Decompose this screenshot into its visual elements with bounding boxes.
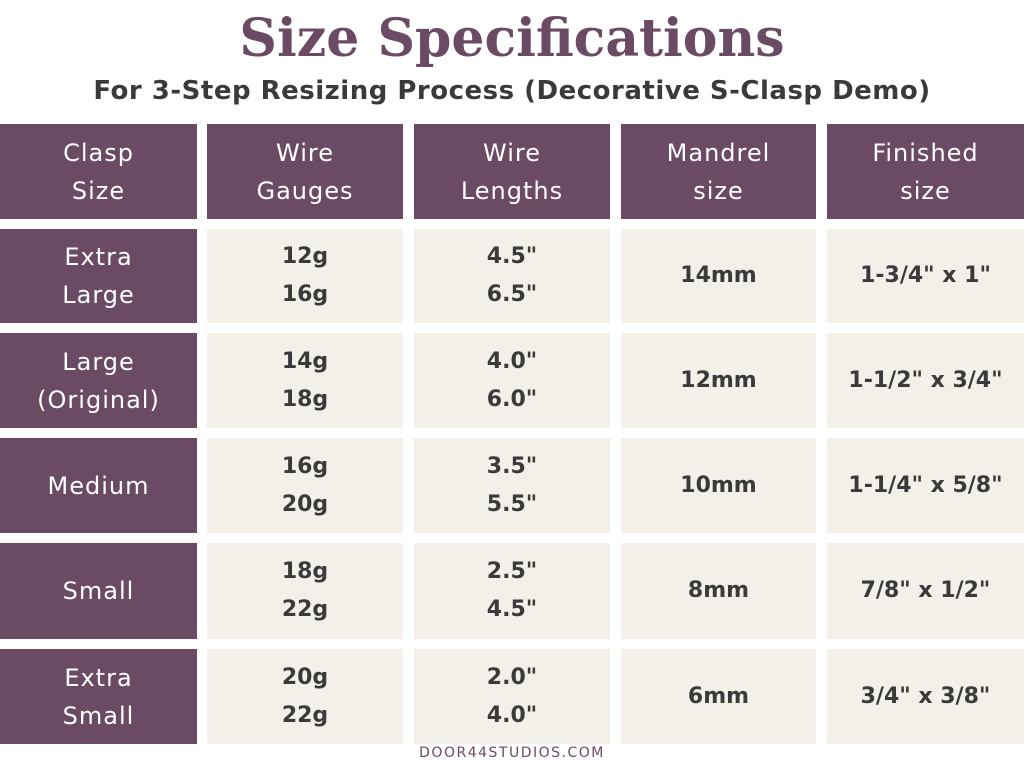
cell-line: 1-3/4" x 1" (860, 263, 991, 288)
table-cell: 20g 22g (207, 649, 403, 744)
cell-line: 14g (281, 348, 329, 374)
subtitle: For 3-Step Resizing Process (Decorative … (93, 76, 931, 106)
cell-line: 18g (281, 386, 329, 412)
cell-line: Wire (483, 138, 541, 167)
cell-line: 18g (281, 559, 329, 584)
table-cell: 8mm (621, 543, 816, 639)
cell-line: 12mm (680, 367, 757, 393)
table-cell: 2.5" 4.5" (414, 543, 610, 639)
table-cell: 14g 18g (207, 333, 403, 428)
cell-line: 4.0" (486, 348, 538, 374)
cell-line: Small (62, 577, 135, 605)
cell-line: size (693, 176, 744, 205)
row-header: Large (Original) (0, 333, 197, 428)
table-cell: 1-1/2" x 3/4" (827, 333, 1024, 428)
cell-line: Gauges (256, 176, 354, 205)
cell-line: Medium (47, 471, 150, 500)
table-cell: 1-1/4" x 5/8" (827, 438, 1024, 533)
cell-line: 20g (281, 664, 329, 690)
cell-line: 20g (281, 491, 329, 517)
cell-line: 4.5" (486, 597, 538, 622)
cell-line: Finished (872, 138, 979, 167)
cell-line: 12g (281, 244, 329, 269)
cell-line: 22g (281, 702, 329, 728)
cell-line: 6mm (687, 683, 750, 709)
cell-line: Small (62, 701, 135, 730)
cell-line: Large (62, 281, 135, 309)
cell-line: (Original) (37, 385, 160, 414)
cell-line: Size (71, 176, 126, 205)
cell-line: 3.5" (486, 453, 538, 479)
table-cell: 3/4" x 3/8" (827, 649, 1024, 744)
cell-line: 3/4" x 3/8" (860, 683, 991, 709)
column-header: Clasp Size (0, 124, 197, 219)
cell-line: Wire (276, 138, 334, 167)
cell-line: Large (62, 347, 135, 376)
table-cell: 6mm (621, 649, 816, 744)
column-header: Wire Lengths (414, 124, 610, 219)
cell-line: Extra (64, 243, 133, 271)
row-header: Extra Large (0, 229, 197, 323)
row-header: Small (0, 543, 197, 639)
cell-line: 1-1/4" x 5/8" (848, 472, 1003, 498)
table-cell: 18g 22g (207, 543, 403, 639)
table-cell: 1-3/4" x 1" (827, 229, 1024, 323)
table-cell: 12g 16g (207, 229, 403, 323)
cell-line: 8mm (687, 578, 750, 603)
table-cell: 2.0" 4.0" (414, 649, 610, 744)
credit: DOOR44STUDIOS.COM (419, 745, 605, 761)
cell-line: size (900, 176, 951, 205)
cell-line: 7/8" x 1/2" (860, 578, 991, 603)
table-cell: 4.0" 6.0" (414, 333, 610, 428)
row-header: Extra Small (0, 649, 197, 744)
cell-line: 6.0" (486, 386, 538, 412)
table-cell: 10mm (621, 438, 816, 533)
cell-line: 14mm (680, 263, 757, 288)
table-cell: 3.5" 5.5" (414, 438, 610, 533)
title: Size Specifications (239, 8, 785, 69)
table-cell: 7/8" x 1/2" (827, 543, 1024, 639)
cell-line: 5.5" (486, 491, 538, 517)
cell-line: 10mm (680, 472, 757, 498)
cell-line: 16g (281, 282, 329, 307)
cell-line: 4.0" (486, 702, 538, 728)
cell-line: 2.0" (486, 664, 538, 690)
table-cell: 12mm (621, 333, 816, 428)
cell-line: 6.5" (486, 282, 538, 307)
table-cell: 16g 20g (207, 438, 403, 533)
table-cell: 14mm (621, 229, 816, 323)
cell-line: Mandrel (666, 138, 771, 167)
cell-line: 22g (281, 597, 329, 622)
cell-line: 4.5" (486, 244, 538, 269)
table-cell: 4.5" 6.5" (414, 229, 610, 323)
cell-line: Extra (64, 663, 133, 692)
column-header: Mandrel size (621, 124, 816, 219)
cell-line: 16g (281, 453, 329, 479)
cell-line: Clasp (63, 138, 134, 167)
cell-line: Lengths (460, 176, 564, 205)
column-header: Wire Gauges (207, 124, 403, 219)
cell-line: 2.5" (486, 559, 538, 584)
column-header: Finished size (827, 124, 1024, 219)
row-header: Medium (0, 438, 197, 533)
cell-line: 1-1/2" x 3/4" (848, 367, 1003, 393)
